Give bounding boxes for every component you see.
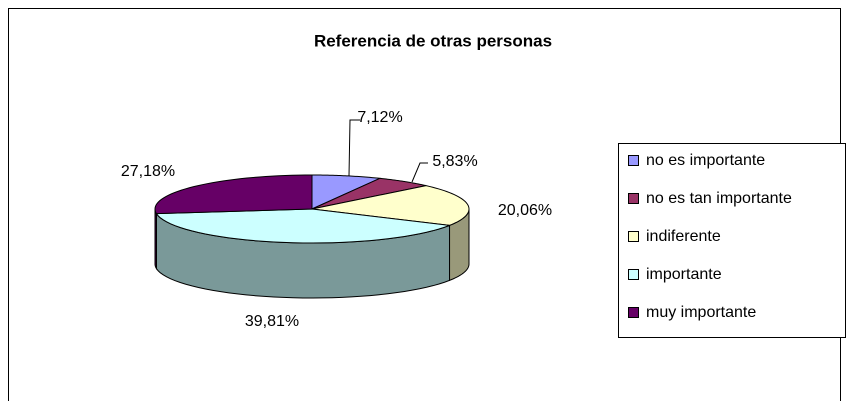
legend-label: indiferente [646, 228, 721, 245]
legend-label: importante [646, 266, 722, 283]
data-label: 20,06% [498, 202, 552, 219]
pie-slice [154, 174, 313, 215]
leader-line [348, 119, 360, 177]
pie-side [154, 209, 157, 271]
legend-swatch [628, 155, 639, 166]
legend-swatch [628, 307, 639, 318]
legend-swatch [628, 231, 639, 242]
pie-slice [311, 177, 427, 210]
leader-line [411, 162, 428, 183]
legend-label: no es tan importante [646, 190, 792, 207]
data-label: 5,83% [432, 153, 477, 170]
pie-slice [311, 174, 382, 210]
pie-slice [155, 208, 450, 244]
legend-label: muy importante [646, 304, 756, 321]
legend-label: no es importante [646, 152, 765, 169]
data-label: 7,12% [357, 109, 402, 126]
pie-slice [311, 185, 470, 226]
data-label: 39,81% [245, 313, 299, 330]
chart-title: Referencia de otras personas [314, 31, 552, 50]
legend-swatch [628, 269, 639, 280]
legend-box [618, 143, 846, 338]
legend-swatch [628, 193, 639, 204]
data-label: 27,18% [121, 163, 175, 180]
